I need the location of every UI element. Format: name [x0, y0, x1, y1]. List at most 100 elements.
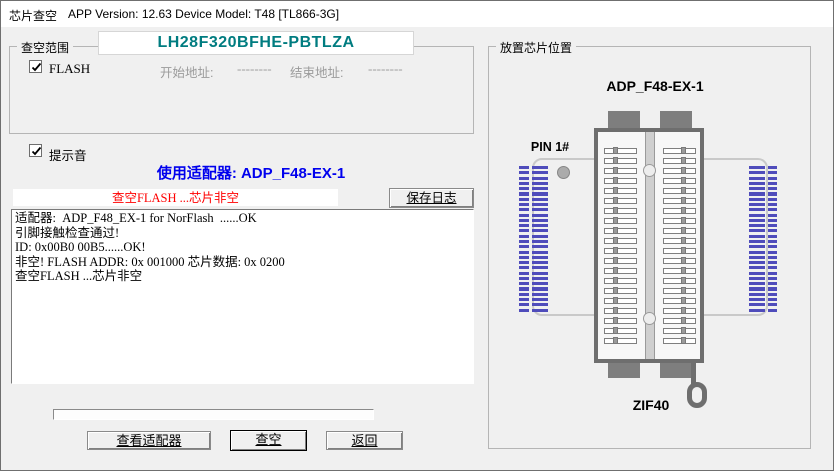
- zif-slot-contact: [681, 267, 686, 274]
- zif-slot-contact: [681, 147, 686, 154]
- zif-slot: [663, 207, 696, 214]
- log-line: 查空FLASH ...芯片非空: [15, 269, 143, 284]
- pin-header-bar: [749, 266, 765, 270]
- zif-slot: [604, 217, 637, 224]
- zif-slot-contact: [681, 177, 686, 184]
- pin-header-bar: [532, 245, 548, 249]
- zif-slot-contact: [613, 257, 618, 264]
- pin-header-bar: [768, 229, 777, 233]
- beep-checkbox[interactable]: [29, 144, 42, 157]
- zif-slot-contact: [613, 147, 618, 154]
- zif-slot: [663, 287, 696, 294]
- pin-header-bar: [519, 208, 529, 212]
- log-line: 适配器: ADP_F48_EX-1 for NorFlash ......OK: [15, 211, 257, 225]
- pin-header-bar: [519, 245, 529, 249]
- flash-checkbox-label: FLASH: [49, 61, 91, 76]
- zif-slot-contact: [681, 327, 686, 334]
- pin-header-bar: [749, 276, 765, 280]
- pin-header-bar: [519, 197, 529, 201]
- pin-header-bar: [519, 298, 529, 302]
- zif-slot-contact: [681, 207, 686, 214]
- flash-checkbox[interactable]: [29, 60, 42, 73]
- pin-header-bar: [532, 192, 548, 196]
- end-address-label: 结束地址:: [290, 66, 344, 80]
- pin-header-bar: [519, 308, 529, 312]
- pin-header-bar: [532, 218, 548, 222]
- pin-header-bar: [749, 287, 765, 291]
- app-version-info: APP Version: 12.63 Device Model: T48 [TL…: [68, 7, 340, 21]
- start-address-label: 开始地址:: [160, 66, 214, 80]
- pin-header-bar: [768, 271, 777, 275]
- pin-header-bar: [519, 239, 529, 244]
- pin-header-right-inner: [749, 166, 765, 312]
- back-button[interactable]: 返回: [326, 431, 403, 450]
- log-line: 引脚接触检查通过!: [15, 225, 120, 240]
- check-icon: [31, 146, 42, 156]
- pin-header-left-outer: [519, 166, 529, 312]
- placement-group-label: 放置芯片位置: [496, 39, 577, 56]
- zif-slot: [604, 327, 637, 334]
- title-bar: 芯片查空 APP Version: 12.63 Device Model: T4…: [1, 1, 833, 27]
- zif-slot: [663, 187, 696, 194]
- pin-header-bar: [532, 255, 548, 259]
- pin-header-bar: [768, 213, 777, 217]
- zif-slot: [604, 317, 637, 324]
- view-adapter-button-label: 查看适配器: [116, 433, 182, 448]
- zif-slot-contact: [613, 157, 618, 164]
- pin-header-bar: [749, 282, 765, 286]
- pin-header-bar: [749, 166, 765, 170]
- log-output[interactable]: 适配器: ADP_F48_EX-1 for NorFlash ......OK …: [11, 209, 474, 384]
- pin-header-bar: [768, 276, 777, 280]
- save-log-button[interactable]: 保存日志: [389, 188, 474, 208]
- pin-header-bar: [768, 287, 777, 291]
- pin1-label: PIN 1#: [530, 140, 570, 154]
- pin-header-bar: [532, 229, 548, 233]
- view-adapter-button[interactable]: 查看适配器: [87, 431, 211, 450]
- pin-header-bar: [749, 234, 765, 238]
- pin-header-bar: [532, 197, 548, 201]
- pin-header-bar: [519, 224, 529, 228]
- zif-slot: [604, 297, 637, 304]
- zif-slot: [604, 287, 637, 294]
- start-address-value: --------: [237, 61, 272, 76]
- pin-header-bar: [519, 266, 529, 270]
- pin-header-bar: [749, 176, 765, 180]
- zif-slot: [604, 267, 637, 274]
- zif-slot: [604, 167, 637, 174]
- window-title: 芯片查空: [9, 9, 58, 23]
- pin-header-bar: [532, 187, 548, 191]
- pin-header-bar: [749, 271, 765, 275]
- zif-slot-contact: [613, 207, 618, 214]
- zif-slot: [604, 197, 637, 204]
- save-log-button-label: 保存日志: [406, 191, 457, 205]
- zif-slot: [604, 147, 637, 154]
- pin-header-bar: [519, 261, 529, 265]
- zif-slot-contact: [613, 267, 618, 274]
- pin-header-bar: [749, 239, 765, 244]
- zif-slot-contact: [613, 187, 618, 194]
- pin-header-bar: [532, 239, 548, 244]
- log-line: ID: 0x00B0 00B5......OK!: [15, 240, 146, 255]
- status-message: 查空FLASH ...芯片非空: [111, 191, 240, 205]
- pin-header-bar: [768, 202, 777, 207]
- blank-check-button[interactable]: 查空: [230, 430, 307, 451]
- pin-header-bar: [768, 261, 777, 265]
- pin-header-bar: [519, 303, 529, 307]
- zif-slot: [663, 147, 696, 154]
- zif-slot: [604, 257, 637, 264]
- zif-slot-contact: [681, 157, 686, 164]
- pin-header-bar: [768, 166, 777, 170]
- zif-slot: [604, 277, 637, 284]
- zif-slot-column-left: [604, 147, 637, 348]
- pin-header-bar: [519, 287, 529, 291]
- adapter-diagram-label: ADP_F48-EX-1: [606, 78, 704, 94]
- zif-slot: [663, 327, 696, 334]
- placement-groupbox: [488, 46, 811, 449]
- zif-slot-column-right: [663, 147, 696, 348]
- pin-header-bar: [519, 218, 529, 222]
- zif-slot-contact: [681, 317, 686, 324]
- socket-tab-bottom-right: [660, 359, 692, 378]
- pin-header-bar: [532, 181, 548, 185]
- pin-header-bar: [749, 303, 765, 307]
